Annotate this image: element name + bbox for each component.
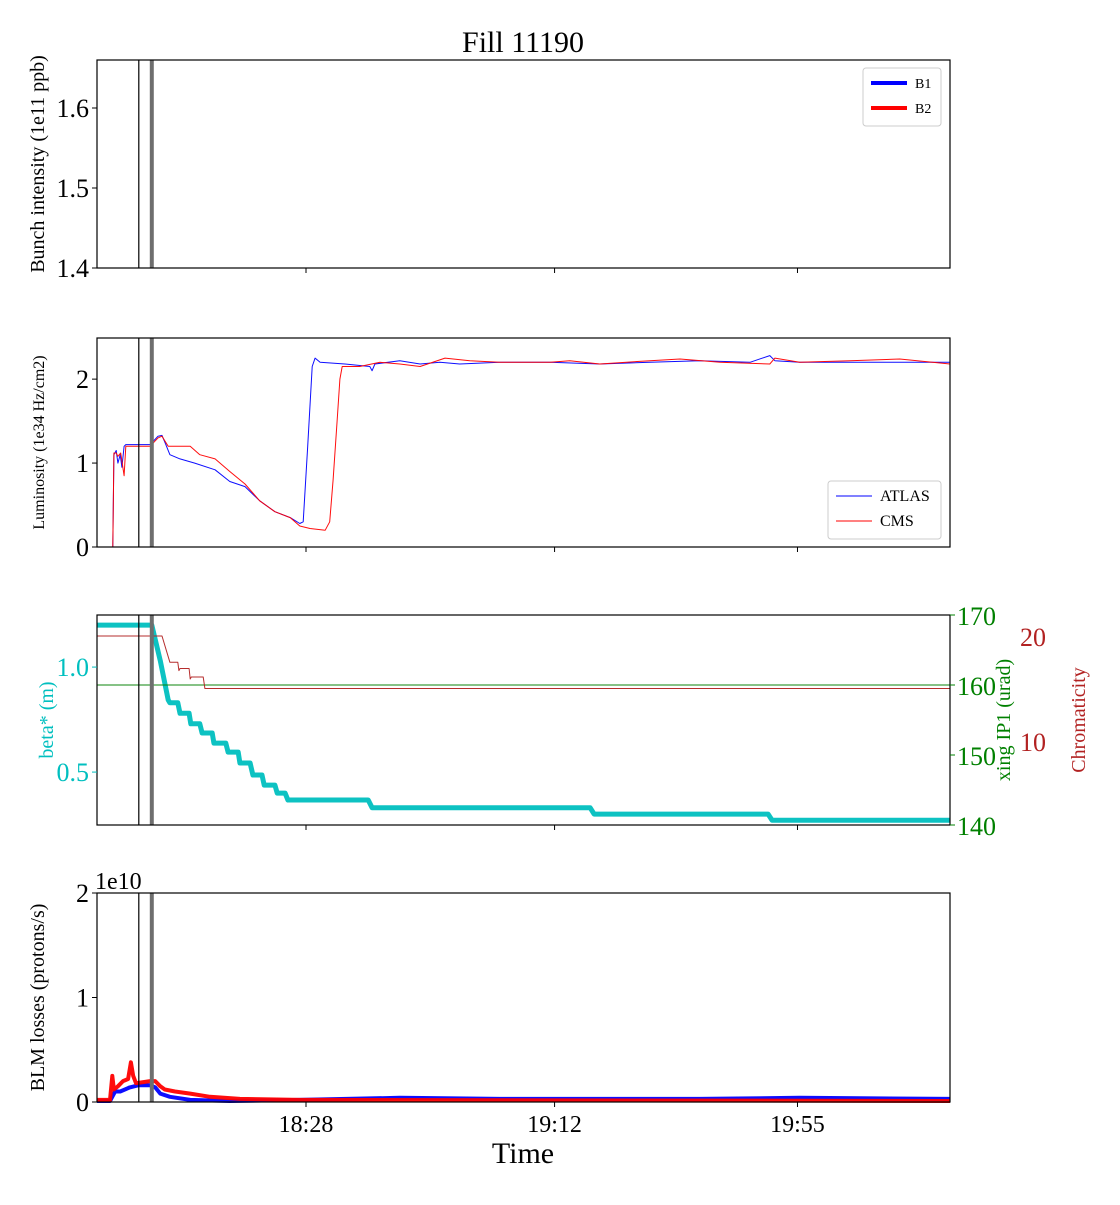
x-tick-label: 18:28 <box>279 1112 334 1138</box>
xing-tick-label: 140 <box>957 812 996 841</box>
legend-label-cms: CMS <box>880 513 914 530</box>
intensity-y-axis-label: Bunch intensity (1e11 ppb) <box>27 55 49 273</box>
chart-title: Fill 11190 <box>462 26 584 59</box>
y-tick-label: 1.4 <box>57 254 90 283</box>
xing-tick-label: 160 <box>957 672 996 701</box>
optics-series-beta- <box>97 622 950 823</box>
y-tick-label: 1.0 <box>57 653 90 682</box>
chroma-tick-label: 20 <box>1020 623 1046 652</box>
xing-tick-label: 170 <box>957 602 996 631</box>
blm-plot-frame <box>96 892 951 1103</box>
xing-tick-label: 150 <box>957 742 996 771</box>
y-tick-label: 0 <box>76 1088 89 1117</box>
x-tick-label: 19:55 <box>770 1112 825 1138</box>
chroma-tick-label: 10 <box>1020 728 1046 757</box>
xing-axis-label: xing IP1 (urad) <box>993 659 1015 781</box>
y-tick-label: 2 <box>76 365 89 394</box>
y-tick-label: 1 <box>76 984 89 1013</box>
legend-label-b1: B1 <box>915 77 931 92</box>
x-axis-label: Time <box>492 1137 554 1170</box>
chroma-axis-label: Chromaticity <box>1068 667 1090 773</box>
luminosity-plot-frame <box>96 337 951 548</box>
blm-y-axis-label: BLM losses (protons/s) <box>27 904 49 1092</box>
luminosity-series-atlas <box>97 355 950 548</box>
luminosity-y-axis-label: Luminosity (1e34 Hz/cm2) <box>31 355 48 529</box>
optics-y-axis-label: beta* (m) <box>36 681 58 758</box>
optics-series-chromaticity <box>97 635 950 689</box>
y-tick-label: 0.5 <box>57 758 90 787</box>
y-tick-label: 2 <box>76 879 89 908</box>
y-tick-label: 1.5 <box>57 174 90 203</box>
x-tick-label: 19:12 <box>527 1112 582 1138</box>
y-tick-label: 0 <box>76 533 89 562</box>
y-tick-label: 1 <box>76 449 89 478</box>
y-tick-label: 1.6 <box>57 94 90 123</box>
optics-plot-frame <box>96 614 951 826</box>
intensity-plot-frame <box>96 59 951 269</box>
legend-label-b2: B2 <box>915 102 931 117</box>
blm-series-b2 <box>97 1060 951 1103</box>
luminosity-series-cms <box>97 357 951 548</box>
legend-label-atlas: ATLAS <box>880 488 930 505</box>
y-offset-text: 1e10 <box>95 869 142 895</box>
